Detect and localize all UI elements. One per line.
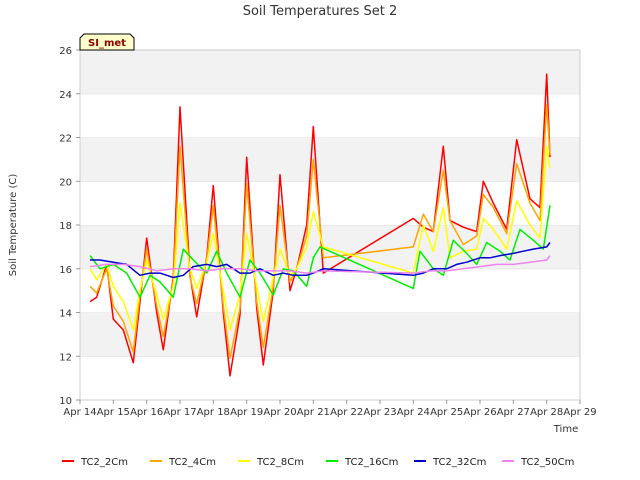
series-line-tc2_32cm xyxy=(90,242,551,279)
legend-label: TC2_16Cm xyxy=(344,457,398,468)
y-axis-ticks: 10 12 14 16 18 20 22 24 26 xyxy=(59,46,80,407)
x-tick-label: Apr 20 xyxy=(263,407,296,418)
grid-band xyxy=(80,356,580,400)
y-tick-label: 24 xyxy=(59,90,72,101)
x-tick-label: Apr 24 xyxy=(397,407,430,418)
legend-label: TC2_32Cm xyxy=(432,457,486,468)
y-tick-label: 22 xyxy=(59,134,72,145)
x-tick-label: Apr 22 xyxy=(330,407,363,418)
x-tick-label: Apr 21 xyxy=(297,407,330,418)
x-tick-label: Apr 28 xyxy=(530,407,563,418)
x-axis-label: Time xyxy=(553,424,578,435)
x-tick-label: Apr 15 xyxy=(97,407,130,418)
legend-label: TC2_50Cm xyxy=(520,457,574,468)
grid-band xyxy=(80,181,580,225)
grid-band xyxy=(80,312,580,357)
y-axis-label: Soil Temperature (C) xyxy=(8,174,19,277)
x-axis-ticks: Apr 14 Apr 15 Apr 16 Apr 17 Apr 18 Apr 19 Apr … xyxy=(63,400,597,418)
grid-band xyxy=(80,225,580,269)
grid-band xyxy=(80,268,580,313)
y-tick-label: 14 xyxy=(59,309,72,320)
legend-label: TC2_2Cm xyxy=(80,457,128,468)
site-label-box: SI_met xyxy=(79,33,135,51)
y-tick-label: 20 xyxy=(59,177,72,188)
grid-band xyxy=(80,93,580,138)
legend: TC2_2Cm TC2_4Cm TC2_8Cm TC2_16Cm TC2_32Cm TC2… xyxy=(62,457,574,468)
y-tick-label: 12 xyxy=(59,352,72,363)
series-lines xyxy=(89,73,551,377)
x-tick-label: Apr 17 xyxy=(163,407,196,418)
legend-label: TC2_4Cm xyxy=(168,457,216,468)
series-line-tc2_2cm xyxy=(89,73,551,377)
x-tick-label: Apr 23 xyxy=(363,407,396,418)
x-tick-label: Apr 25 xyxy=(430,407,463,418)
x-tick-label: Apr 14 xyxy=(63,407,96,418)
series-line-tc2_8cm xyxy=(89,145,551,331)
x-tick-label: Apr 27 xyxy=(497,407,530,418)
x-tick-label: Apr 29 xyxy=(563,407,596,418)
y-tick-label: 26 xyxy=(59,46,72,57)
grid-bands xyxy=(80,49,580,400)
y-tick-label: 18 xyxy=(59,221,72,232)
x-tick-label: Apr 18 xyxy=(197,407,230,418)
grid-band xyxy=(80,50,580,94)
x-tick-label: Apr 19 xyxy=(230,407,263,418)
x-tick-label: Apr 16 xyxy=(130,407,163,418)
x-tick-label: Apr 26 xyxy=(463,407,496,418)
grid-band xyxy=(80,137,580,182)
chart-title: Soil Temperatures Set 2 xyxy=(243,4,398,19)
series-line-tc2_4cm xyxy=(89,103,551,360)
legend-label: TC2_8Cm xyxy=(256,457,304,468)
series-line-tc2_50cm xyxy=(89,255,551,274)
y-tick-label: 10 xyxy=(59,396,72,407)
y-tick-label: 16 xyxy=(59,265,72,276)
site-label: SI_met xyxy=(88,38,126,49)
series-line-tc2_16cm xyxy=(89,205,551,298)
